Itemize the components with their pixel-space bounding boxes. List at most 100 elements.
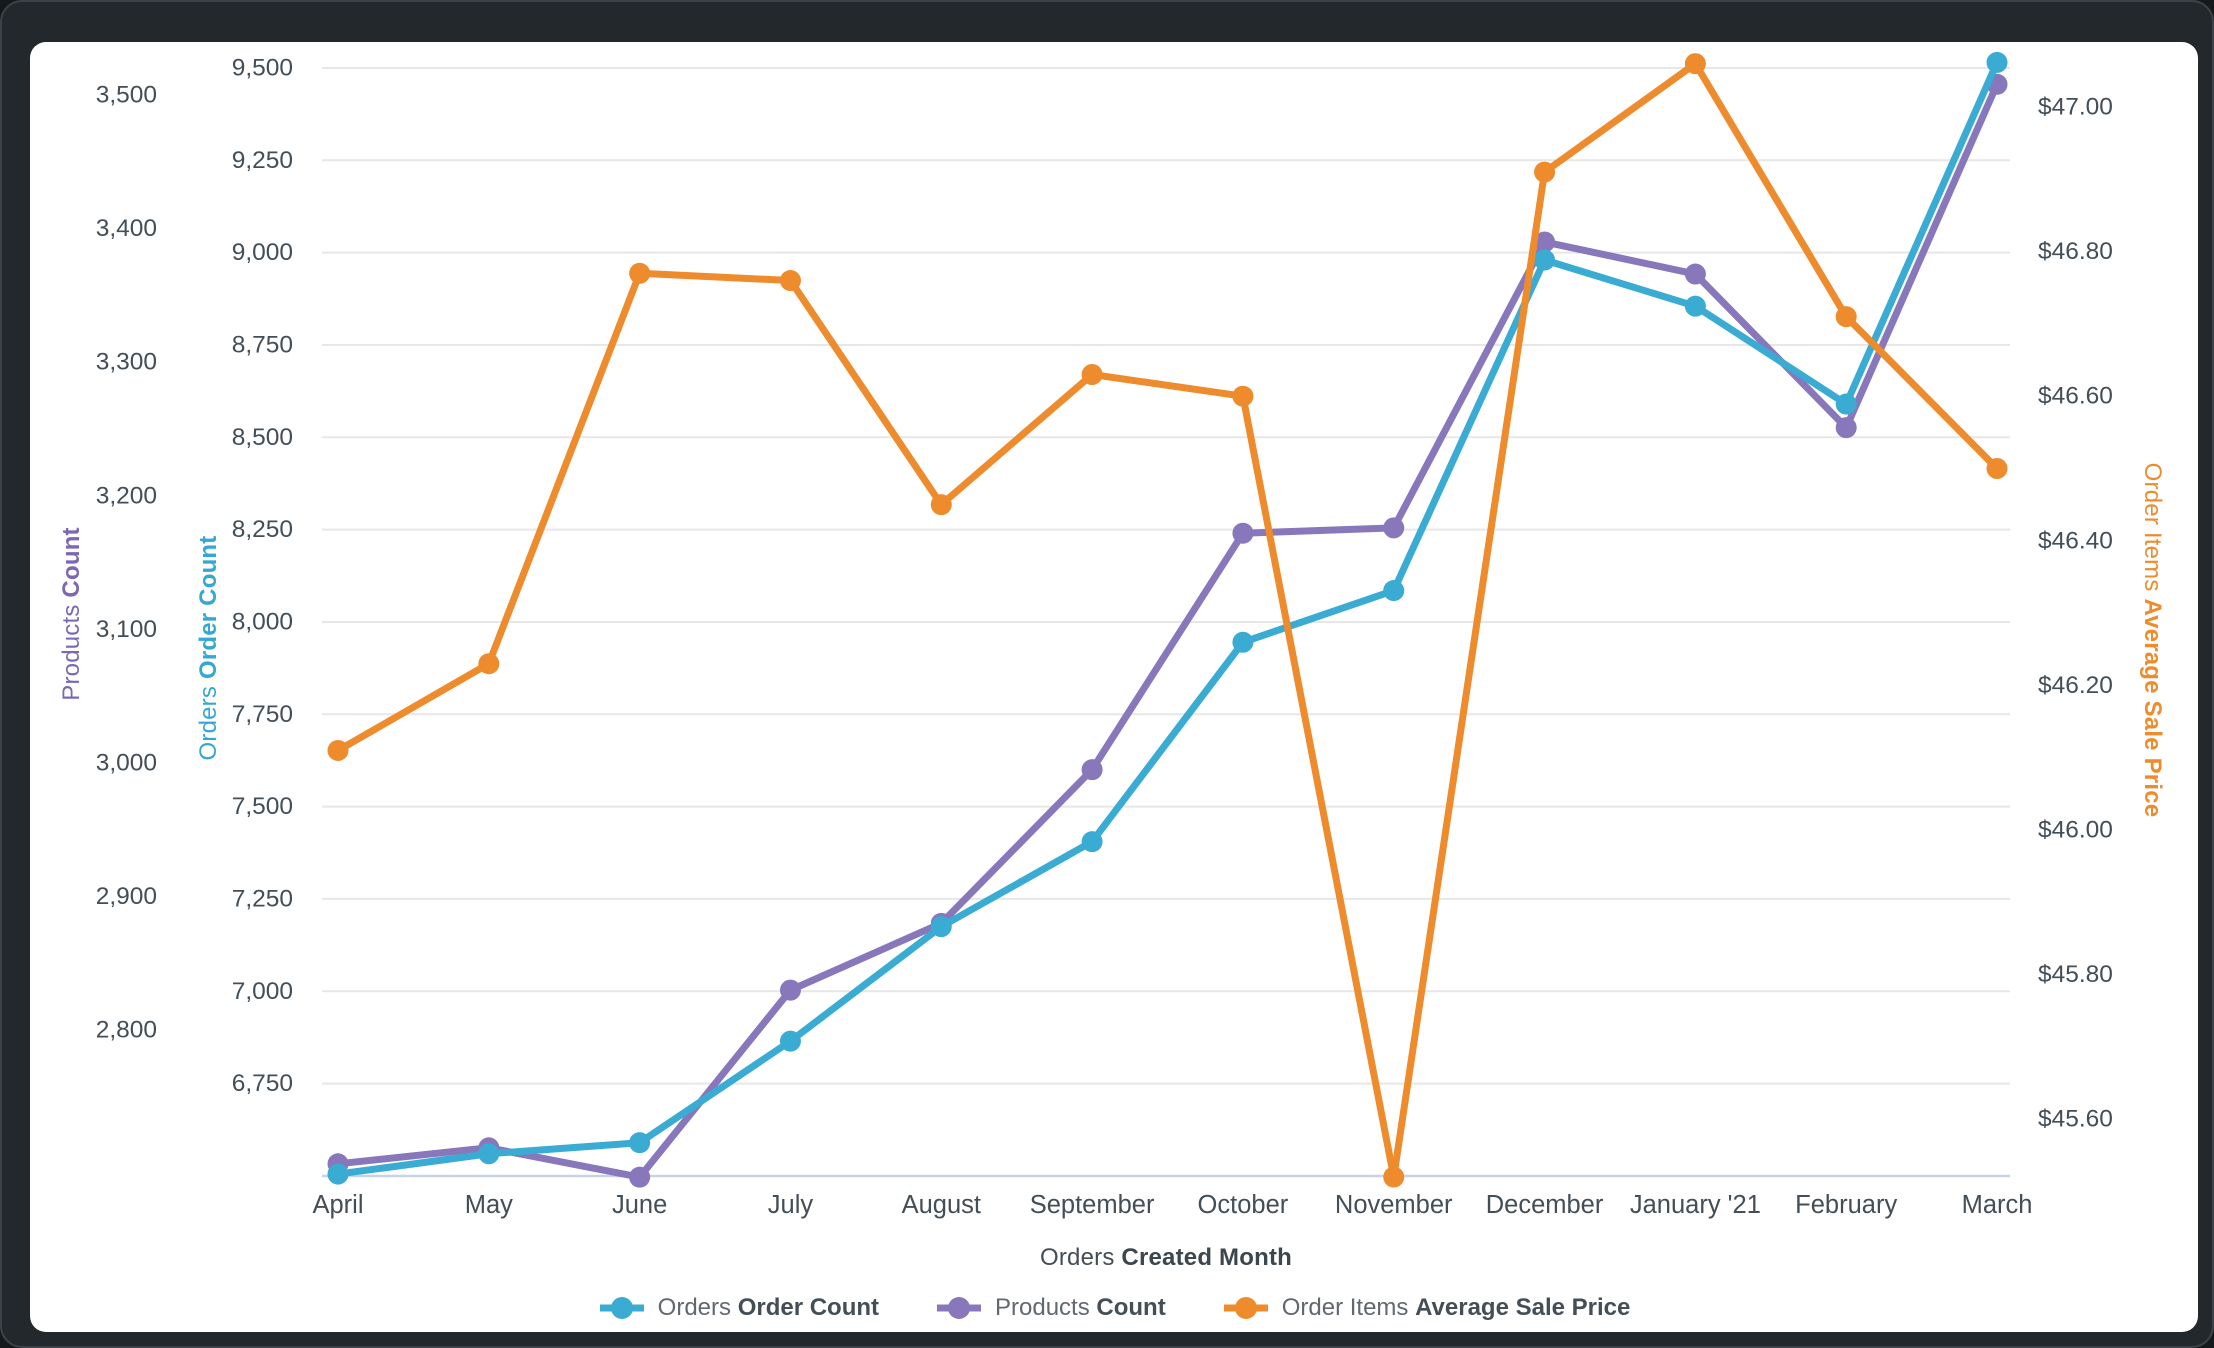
orders-tick-label: 9,500 xyxy=(232,54,293,81)
products-tick-label: 3,100 xyxy=(96,616,157,643)
products-tick-label: 2,900 xyxy=(96,883,157,910)
products-tick-label: 3,200 xyxy=(96,482,157,509)
data-point-price[interactable] xyxy=(1383,1166,1405,1188)
series-line-products[interactable] xyxy=(334,80,2001,1181)
legend-label-products-view: Products xyxy=(995,1294,1090,1321)
x-tick-label: October xyxy=(1198,1191,1289,1219)
price-tick-label: $46.60 xyxy=(2038,383,2113,410)
x-axis-title-view: Orders xyxy=(1039,1244,1115,1271)
legend-label-orders-field: Order Count xyxy=(737,1294,880,1321)
x-tick-label: November xyxy=(1335,1191,1453,1219)
data-point-products[interactable] xyxy=(1684,263,1706,285)
orders-tick-label: 9,000 xyxy=(232,239,293,266)
price-tick-label: $45.80 xyxy=(2038,961,2113,988)
orders-tick-label: 7,000 xyxy=(232,978,293,1005)
orders-tick-label: 9,250 xyxy=(232,147,293,174)
x-axis-title: Orders Created Month xyxy=(1040,1244,1292,1272)
orders-tick-label: 8,250 xyxy=(232,516,293,543)
data-point-price[interactable] xyxy=(930,494,952,516)
x-tick-label: August xyxy=(902,1191,981,1219)
x-tick-label: June xyxy=(612,1191,667,1219)
data-point-products[interactable] xyxy=(779,979,801,1001)
y-axis-title-orders-field: Order Count xyxy=(195,535,222,680)
data-point-orders[interactable] xyxy=(1383,580,1405,602)
price-tick-label: $46.00 xyxy=(2038,817,2113,844)
data-point-orders[interactable] xyxy=(1835,393,1857,415)
legend-label-orders-view: Orders xyxy=(657,1294,732,1321)
data-point-orders[interactable] xyxy=(1534,249,1556,271)
data-point-orders[interactable] xyxy=(1081,831,1103,853)
data-point-orders[interactable] xyxy=(1986,51,2008,73)
data-point-orders[interactable] xyxy=(930,916,952,938)
products-tick-label: 3,500 xyxy=(96,82,157,109)
data-point-price[interactable] xyxy=(1684,53,1706,75)
data-point-products[interactable] xyxy=(1383,517,1405,539)
orders-tick-label: 8,500 xyxy=(232,424,293,451)
data-point-products[interactable] xyxy=(1534,231,1556,253)
data-point-price[interactable] xyxy=(1534,161,1556,183)
data-point-products[interactable] xyxy=(1835,417,1857,439)
y-axis-title-products-view: Products xyxy=(58,604,85,701)
y-axis-title-orders-view: Orders xyxy=(195,685,222,761)
orders-tick-label: 6,750 xyxy=(232,1070,293,1097)
data-point-price[interactable] xyxy=(1835,306,1857,328)
data-point-orders[interactable] xyxy=(629,1132,651,1154)
data-point-price[interactable] xyxy=(478,653,500,675)
series-line-price[interactable] xyxy=(334,60,2001,1181)
data-point-orders[interactable] xyxy=(327,1163,349,1185)
data-point-price[interactable] xyxy=(779,270,801,292)
x-tick-label: December xyxy=(1486,1191,1604,1219)
y-axis-title-price: Order Items Average Sale Price xyxy=(2138,463,2166,818)
data-point-orders[interactable] xyxy=(1684,295,1706,317)
data-point-products[interactable] xyxy=(1081,759,1103,781)
data-point-orders[interactable] xyxy=(1232,631,1254,653)
x-tick-label: February xyxy=(1795,1191,1897,1219)
y-axis-title-orders: Orders Order Count xyxy=(195,536,223,761)
products-tick-label: 3,300 xyxy=(96,349,157,376)
chart-card xyxy=(30,42,2198,1332)
orders-tick-label: 7,500 xyxy=(232,793,293,820)
orders-tick-label: 8,000 xyxy=(232,608,293,635)
x-tick-label: September xyxy=(1030,1191,1155,1219)
data-point-orders[interactable] xyxy=(779,1030,801,1052)
y-axis-title-products-field: Count xyxy=(58,527,85,598)
orders-tick-label: 8,750 xyxy=(232,331,293,358)
price-tick-label: $46.40 xyxy=(2038,527,2113,554)
x-tick-label: January '21 xyxy=(1630,1191,1761,1219)
data-point-price[interactable] xyxy=(1081,364,1103,386)
data-point-products[interactable] xyxy=(629,1166,651,1188)
legend-marker-price-icon xyxy=(1223,1297,1268,1319)
x-axis-title-field: Created Month xyxy=(1121,1244,1293,1271)
data-point-orders[interactable] xyxy=(478,1143,500,1165)
products-tick-label: 3,400 xyxy=(96,215,157,242)
data-point-price[interactable] xyxy=(629,262,651,284)
legend-label-price: Order Items Average Sale Price xyxy=(1282,1294,1631,1322)
y-axis-title-products: Products Count xyxy=(58,527,86,701)
legend-item-products[interactable]: Products Count xyxy=(935,1294,1166,1322)
x-tick-label: May xyxy=(465,1191,513,1219)
legend-item-price[interactable]: Order Items Average Sale Price xyxy=(1222,1294,1631,1322)
products-tick-label: 2,800 xyxy=(96,1017,157,1044)
orders-tick-label: 7,750 xyxy=(232,701,293,728)
series-line-orders[interactable] xyxy=(334,58,2001,1178)
price-tick-label: $46.20 xyxy=(2038,672,2113,699)
legend-label-orders: Orders Order Count xyxy=(658,1294,879,1322)
legend-label-price-field: Average Sale Price xyxy=(1415,1294,1631,1321)
legend-label-price-view: Order Items xyxy=(1281,1294,1409,1321)
data-point-price[interactable] xyxy=(327,739,349,761)
legend-label-products-field: Count xyxy=(1096,1294,1166,1321)
y-axis-title-price-field: Average Sale Price xyxy=(2139,598,2166,818)
data-point-price[interactable] xyxy=(1986,458,2008,479)
legend-item-orders[interactable]: Orders Order Count xyxy=(598,1294,879,1322)
price-tick-label: $46.80 xyxy=(2038,238,2113,265)
x-tick-label: March xyxy=(1962,1191,2033,1219)
y-axis-title-price-view: Order Items xyxy=(2139,462,2166,592)
orders-tick-label: 7,250 xyxy=(232,885,293,912)
data-point-products[interactable] xyxy=(1232,522,1254,544)
price-tick-label: $45.60 xyxy=(2038,1106,2113,1133)
data-point-price[interactable] xyxy=(1232,385,1254,407)
x-tick-label: April xyxy=(312,1191,363,1219)
chart-legend: Orders Order Count Products Count Order … xyxy=(30,1294,2198,1322)
